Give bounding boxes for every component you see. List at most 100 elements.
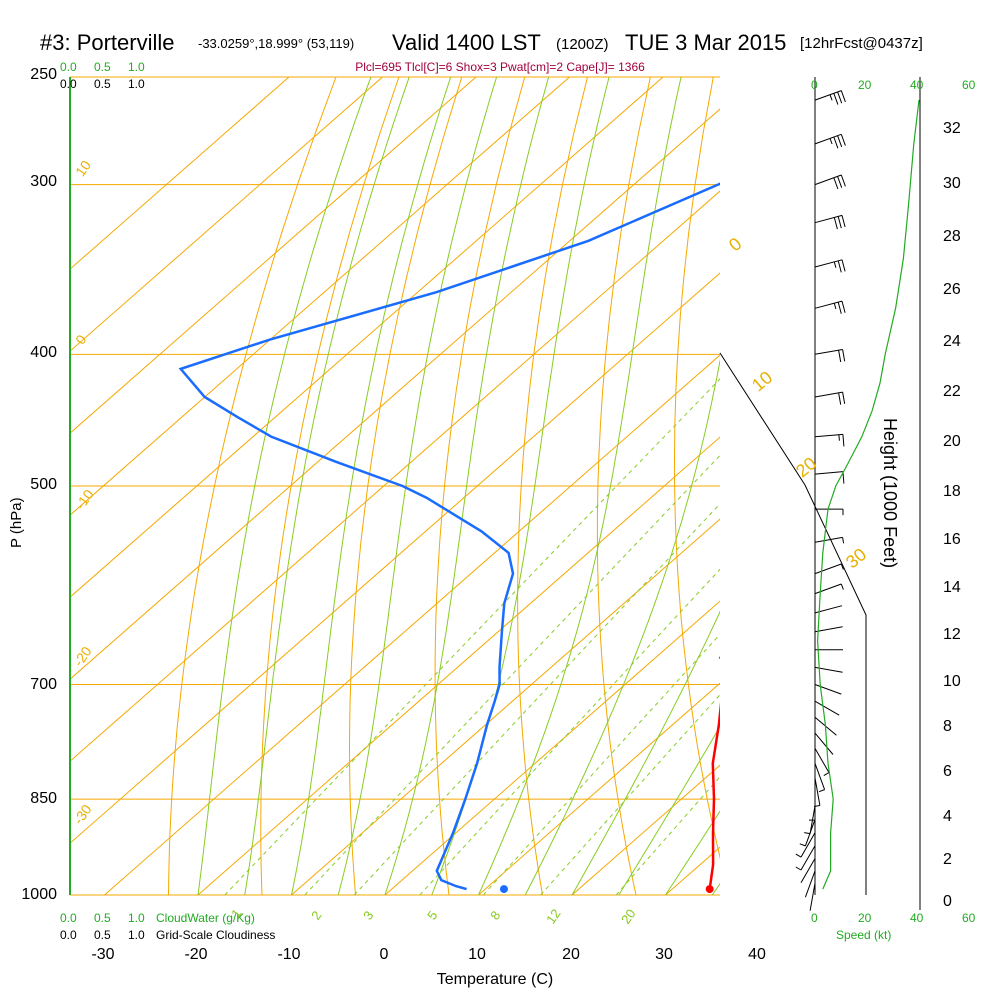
wind-barb xyxy=(814,391,846,405)
moist-adiabat xyxy=(337,77,498,895)
h-tick-32: 32 xyxy=(943,120,961,137)
dry-adiabat xyxy=(960,77,1000,895)
wind-barb xyxy=(795,832,816,858)
station-title: #3: Porterville xyxy=(40,30,175,55)
h-tick-14: 14 xyxy=(943,579,961,596)
speed-tick-bottom-0: 0 xyxy=(811,911,818,925)
speed-tick-top-1: 20 xyxy=(858,78,872,92)
speed-tick-top-2: 40 xyxy=(910,78,924,92)
h-tick-20: 20 xyxy=(943,433,961,450)
speed-tick-top-0: 0 xyxy=(811,78,818,92)
mixing-ratio-line xyxy=(482,633,720,895)
cloud-scale-bottom-1: 0.5 xyxy=(94,928,111,942)
wind-barb xyxy=(814,748,830,777)
surface-temperature-dot xyxy=(705,885,714,894)
h-tick-26: 26 xyxy=(943,281,961,298)
station-coords: -33.0259°,18.999° (53,119) xyxy=(198,36,355,51)
wind-barb xyxy=(795,845,816,871)
t-tick-m10: -10 xyxy=(277,946,301,963)
wind-barb xyxy=(814,471,845,484)
h-tick-8: 8 xyxy=(943,718,952,735)
wind-barb xyxy=(814,626,843,633)
forecast-label: [12hrFcst@0437z] xyxy=(800,35,923,52)
date-label: TUE 3 Mar 2015 xyxy=(625,30,787,55)
h-tick-16: 16 xyxy=(943,531,961,548)
height-axis-label: Height (1000 Feet) xyxy=(880,418,900,569)
dry-adiabat xyxy=(673,77,720,860)
x-axis-label: Temperature (C) xyxy=(436,971,554,988)
isotherm-line xyxy=(478,682,720,895)
parcel-params: Plcl=695 Tlcl[C]=6 Shox=3 Pwat[cm]=2 Cap… xyxy=(355,60,645,74)
h-tick-24: 24 xyxy=(943,333,961,350)
moist-adiabat xyxy=(478,77,682,895)
dry-adiabat xyxy=(596,77,651,895)
h-tick-4: 4 xyxy=(943,808,952,825)
h-tick-2: 2 xyxy=(943,851,952,868)
mixing-ratio-line xyxy=(304,454,720,895)
wind-barb xyxy=(800,858,816,883)
h-tick-0: 0 xyxy=(943,893,952,910)
isotherm-line xyxy=(853,77,1000,895)
speed-tick-bottom-3: 60 xyxy=(962,911,976,925)
p-tick-850: 850 xyxy=(30,790,57,807)
t-tick-m30: -30 xyxy=(91,946,115,963)
p-tick-250: 250 xyxy=(30,66,57,83)
wind-barb xyxy=(814,90,846,105)
moist-adiabat xyxy=(571,610,720,895)
cloudwater-label: CloudWater (g/Kg) xyxy=(156,911,255,925)
t-tick-20: 20 xyxy=(562,946,580,963)
wind-barb xyxy=(814,583,844,595)
isotherm-line xyxy=(291,518,720,895)
isotherm-line xyxy=(70,77,477,434)
t-tick-m20: -20 xyxy=(184,946,208,963)
dry-adiabat xyxy=(168,77,337,895)
mixing-ratio-line xyxy=(615,776,720,895)
wind-barb xyxy=(814,684,842,695)
wind-speed-profile-line xyxy=(816,100,920,890)
h-tick-6: 6 xyxy=(943,763,952,780)
dewpoint-profile-line xyxy=(178,182,720,891)
isotherm-line xyxy=(70,272,720,844)
moist-adiabat xyxy=(618,725,720,895)
dry-adiabat xyxy=(749,77,823,895)
wind-barb xyxy=(814,700,840,716)
isotherm-line xyxy=(70,190,720,762)
isobar-lines xyxy=(70,76,720,896)
speed-tick-bottom-1: 20 xyxy=(858,911,872,925)
cloudiness-label: Grid-Scale Cloudiness xyxy=(156,928,276,942)
cloud-scale-bottom-0: 0.0 xyxy=(60,928,77,942)
cw-scale-bottom-0: 0.0 xyxy=(60,911,77,925)
moist-adiabat xyxy=(524,358,720,895)
dry-adiabat xyxy=(434,77,526,895)
p-tick-1000: 1000 xyxy=(21,886,57,903)
isotherm-line xyxy=(70,108,720,680)
h-tick-28: 28 xyxy=(943,228,961,245)
wind-barb xyxy=(814,732,834,755)
wind-barb xyxy=(814,563,844,575)
wind-barb xyxy=(814,174,846,190)
p-tick-300: 300 xyxy=(30,173,57,190)
t-tick-0: 0 xyxy=(379,946,389,963)
surface-dewpoint-dot xyxy=(499,885,508,894)
parcel-profile-line xyxy=(718,656,720,659)
moist-adiabat xyxy=(384,77,550,895)
p-tick-700: 700 xyxy=(30,676,57,693)
isotherm-line xyxy=(384,600,720,895)
moist-adiabat xyxy=(291,77,452,895)
speed-label: Speed (kt) xyxy=(836,928,892,942)
cloud-scale-2: 1.0 xyxy=(128,77,145,91)
wind-barb xyxy=(813,777,821,807)
profile-lines xyxy=(178,182,720,891)
dry-adiabat xyxy=(260,77,400,895)
wind-barb xyxy=(814,259,846,273)
cw-scale-bottom-2: 1.0 xyxy=(128,911,145,925)
cloud-scale-bottom-2: 1.0 xyxy=(128,928,145,942)
wind-barb xyxy=(814,300,846,314)
isotherm-line xyxy=(197,436,720,895)
cloud-scale-1: 0.5 xyxy=(94,77,111,91)
h-tick-12: 12 xyxy=(943,626,961,643)
wind-panel-boundary xyxy=(719,352,867,895)
wind-barb xyxy=(815,508,844,516)
isotherm-line xyxy=(70,77,570,516)
